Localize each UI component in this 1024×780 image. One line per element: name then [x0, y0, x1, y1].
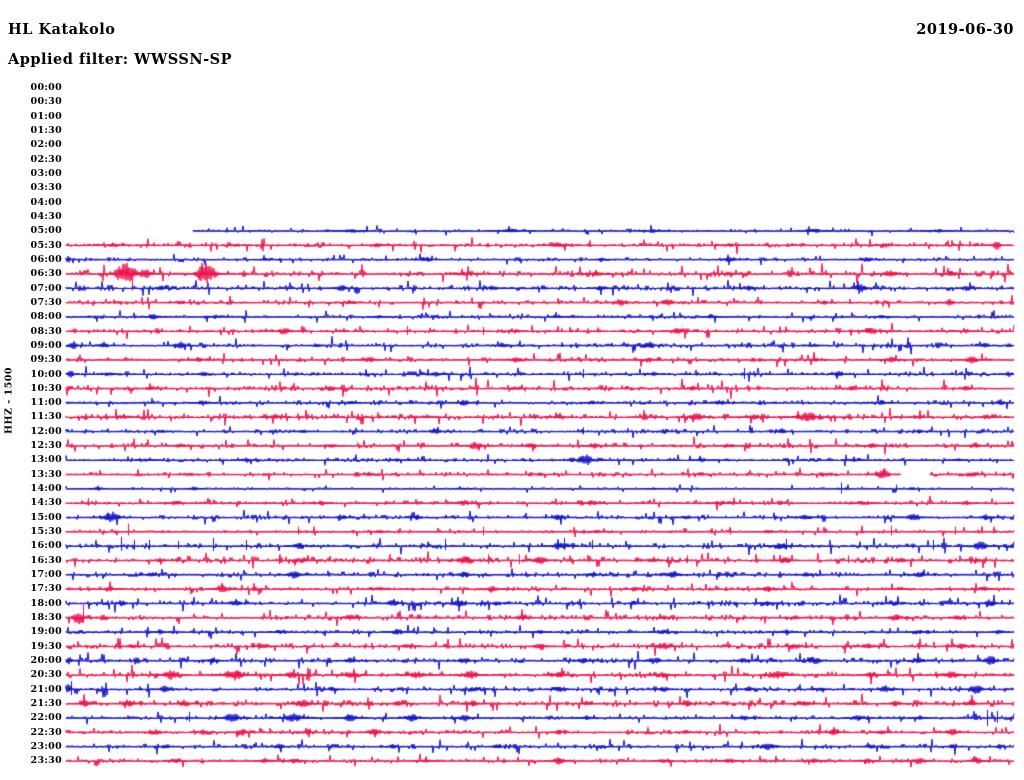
time-label: 09:30 [30, 354, 62, 366]
time-label: 07:30 [30, 296, 62, 308]
time-label: 15:30 [30, 526, 62, 538]
channel-axis-label: HHZ - 1500 [3, 367, 15, 434]
time-label: 06:30 [30, 268, 62, 280]
time-label: 02:00 [30, 139, 62, 151]
time-label: 05:30 [30, 239, 62, 251]
station-title: HL Katakolo [8, 21, 116, 38]
time-label: 12:30 [30, 440, 62, 452]
time-label: 20:30 [30, 669, 62, 681]
time-label: 08:00 [30, 311, 62, 323]
time-label: 01:00 [30, 110, 62, 122]
time-label: 02:30 [30, 153, 62, 165]
time-label: 11:00 [30, 397, 62, 409]
time-label: 09:00 [30, 339, 62, 351]
time-label: 16:00 [30, 540, 62, 552]
time-label: 13:00 [30, 454, 62, 466]
time-label: 19:30 [30, 640, 62, 652]
time-label: 03:00 [30, 167, 62, 179]
time-label: 18:00 [30, 597, 62, 609]
time-label: 14:30 [30, 497, 62, 509]
time-label: 16:30 [30, 554, 62, 566]
time-label: 01:30 [30, 124, 62, 136]
time-label: 22:00 [30, 712, 62, 724]
time-label: 15:00 [30, 511, 62, 523]
time-label: 10:30 [30, 382, 62, 394]
time-label: 21:00 [30, 683, 62, 695]
time-label: 20:00 [30, 655, 62, 666]
time-label: 07:00 [30, 282, 62, 294]
time-label: 22:30 [30, 726, 62, 738]
time-label: 00:00 [30, 82, 62, 93]
time-label: 12:00 [30, 425, 62, 437]
time-label: 10:00 [30, 368, 62, 380]
time-label: 18:30 [30, 612, 62, 624]
time-label: 13:30 [30, 468, 62, 480]
time-label: 06:00 [30, 253, 62, 265]
time-label: 19:00 [30, 626, 62, 638]
time-label: 17:30 [30, 583, 62, 595]
filter-label: Applied filter: WWSSN-SP [8, 51, 233, 68]
time-label: 14:00 [30, 483, 62, 495]
time-label: 03:30 [30, 182, 62, 194]
time-label: 23:00 [30, 740, 62, 752]
plot-date: 2019-06-30 [916, 21, 1014, 38]
time-label: 05:00 [30, 225, 62, 237]
time-label: 08:30 [30, 325, 62, 337]
time-label: 17:00 [30, 569, 62, 581]
time-label: 11:30 [30, 411, 62, 423]
time-label: 23:30 [30, 755, 62, 767]
time-label: 04:00 [30, 196, 62, 208]
time-label: 21:30 [30, 697, 62, 709]
time-label: 04:30 [30, 210, 62, 222]
time-label: 00:30 [30, 96, 62, 108]
